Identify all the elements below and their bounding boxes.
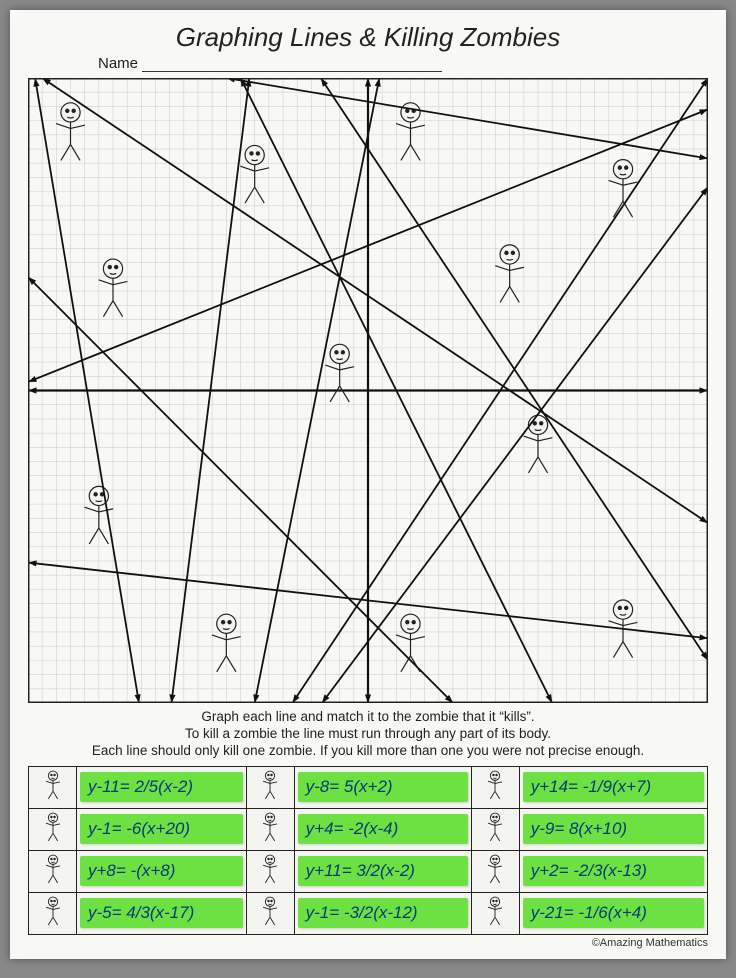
- zombie-mini-icon: [479, 768, 511, 802]
- equation-cell: y+11= 3/2(x-2): [294, 850, 471, 892]
- zombie-icon-cell: [471, 850, 519, 892]
- equation-cell: y-1= -6(x+20): [77, 808, 247, 850]
- equation-cell: y-5= 4/3(x-17): [77, 892, 247, 934]
- zombie-icon-cell: [29, 850, 77, 892]
- equation-cell: y+2= -2/3(x-13): [519, 850, 707, 892]
- equation-cell: y+4= -2(x-4): [294, 808, 471, 850]
- equation-row: y-5= 4/3(x-17) y-1= -3/2(x-12) y-21=: [29, 892, 708, 934]
- equation-row: y-1= -6(x+20) y+4= -2(x-4) y-9= 8(x+: [29, 808, 708, 850]
- zombie-mini-icon: [254, 810, 286, 844]
- equation-label: y-5= 4/3(x-17): [80, 898, 243, 928]
- equation-cell: y-11= 2/5(x-2): [77, 766, 247, 808]
- name-row: Name: [98, 55, 708, 72]
- equation-table: y-11= 2/5(x-2) y-8= 5(x+2) y+14= -1/: [28, 766, 708, 935]
- page-title: Graphing Lines & Killing Zombies: [28, 22, 708, 53]
- equation-label: y-21= -1/6(x+4): [523, 898, 704, 928]
- equation-label: y+14= -1/9(x+7): [523, 772, 704, 802]
- equation-label: y-8= 5(x+2): [298, 772, 468, 802]
- equation-label: y+11= 3/2(x-2): [298, 856, 468, 886]
- equation-cell: y-21= -1/6(x+4): [519, 892, 707, 934]
- zombie-icon-cell: [471, 766, 519, 808]
- zombie-icon-cell: [29, 808, 77, 850]
- name-label: Name: [98, 55, 138, 72]
- zombie-icon-cell: [29, 892, 77, 934]
- zombie-mini-icon: [479, 894, 511, 928]
- zombie-icon-cell: [471, 808, 519, 850]
- name-input-line[interactable]: [142, 71, 442, 72]
- zombie-mini-icon: [37, 852, 69, 886]
- equation-label: y-1= -6(x+20): [80, 814, 243, 844]
- zombie-mini-icon: [37, 894, 69, 928]
- equation-cell: y+14= -1/9(x+7): [519, 766, 707, 808]
- equation-row: y+8= -(x+8) y+11= 3/2(x-2) y+2= -2/3: [29, 850, 708, 892]
- zombie-icon-cell: [246, 850, 294, 892]
- zombie-icon-cell: [246, 808, 294, 850]
- graph-svg: [28, 78, 708, 703]
- instructions: Graph each line and match it to the zomb…: [32, 709, 704, 760]
- equation-label: y+8= -(x+8): [80, 856, 243, 886]
- zombie-mini-icon: [479, 810, 511, 844]
- zombie-icon-cell: [246, 766, 294, 808]
- zombie-mini-icon: [37, 810, 69, 844]
- equation-label: y-1= -3/2(x-12): [298, 898, 468, 928]
- instructions-line-1: Graph each line and match it to the zomb…: [32, 709, 704, 726]
- equation-cell: y-9= 8(x+10): [519, 808, 707, 850]
- zombie-mini-icon: [254, 768, 286, 802]
- credit-text: ©Amazing Mathematics: [28, 937, 708, 949]
- equation-label: y+2= -2/3(x-13): [523, 856, 704, 886]
- equation-cell: y+8= -(x+8): [77, 850, 247, 892]
- equation-cell: y-1= -3/2(x-12): [294, 892, 471, 934]
- zombie-mini-icon: [254, 852, 286, 886]
- instructions-line-2: To kill a zombie the line must run throu…: [32, 726, 704, 743]
- zombie-mini-icon: [479, 852, 511, 886]
- worksheet-sheet: Graphing Lines & Killing Zombies Name: [10, 10, 726, 959]
- equation-label: y-9= 8(x+10): [523, 814, 704, 844]
- equation-label: y-11= 2/5(x-2): [80, 772, 243, 802]
- instructions-line-3: Each line should only kill one zombie. I…: [32, 743, 704, 760]
- equation-label: y+4= -2(x-4): [298, 814, 468, 844]
- zombie-icon-cell: [246, 892, 294, 934]
- zombie-icon-cell: [29, 766, 77, 808]
- zombie-mini-icon: [37, 768, 69, 802]
- coordinate-graph: [28, 78, 708, 703]
- equation-cell: y-8= 5(x+2): [294, 766, 471, 808]
- zombie-icon-cell: [471, 892, 519, 934]
- zombie-mini-icon: [254, 894, 286, 928]
- equation-row: y-11= 2/5(x-2) y-8= 5(x+2) y+14= -1/: [29, 766, 708, 808]
